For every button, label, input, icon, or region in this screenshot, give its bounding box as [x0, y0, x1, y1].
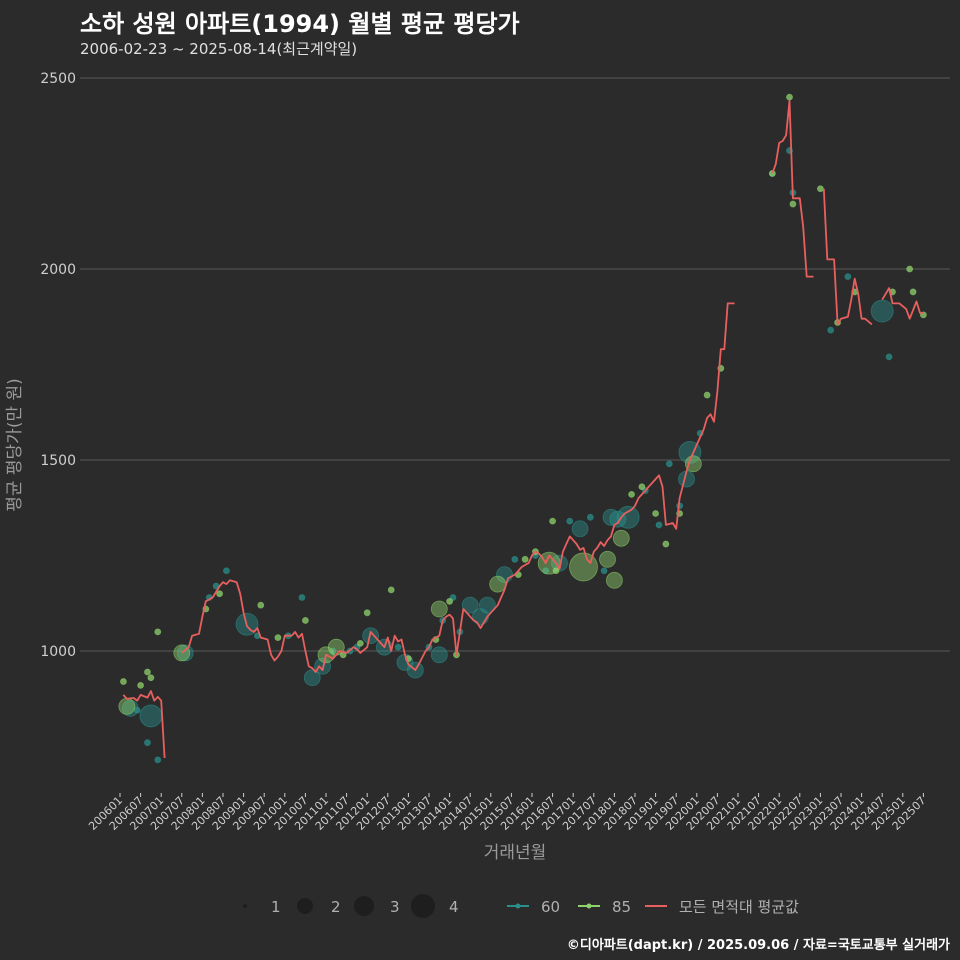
- scatter-point-60: [144, 739, 151, 747]
- scatter-point-60: [870, 299, 894, 323]
- legend-size-marker: [243, 904, 247, 908]
- scatter-point-60: [665, 460, 673, 468]
- scatter-point-60: [478, 596, 496, 614]
- chart-subtitle: 2006-02-23 ~ 2025-08-14(최근계약일): [80, 40, 358, 58]
- scatter-point-85: [356, 639, 364, 647]
- scatter-point-85: [605, 571, 623, 589]
- scatter-point-60: [461, 596, 479, 614]
- scatter-point-60: [551, 554, 568, 572]
- average-line-segment: [771, 100, 814, 278]
- scatter-point-60: [303, 669, 321, 687]
- legend-size-marker: [354, 896, 374, 916]
- legend-size-marker: [411, 894, 435, 918]
- legend-series-label: 60: [541, 898, 560, 916]
- scatter-point-85: [569, 552, 598, 582]
- scatter-point-60: [154, 756, 162, 764]
- scatter-point-60: [827, 326, 835, 334]
- average-line-segment: [181, 302, 735, 673]
- scatter-point-60: [139, 704, 163, 728]
- x-axis-label: 거래년월: [484, 843, 547, 863]
- scatter-point-85: [387, 586, 395, 594]
- scatter-point-85: [628, 490, 635, 498]
- scatter-point-60: [844, 273, 852, 281]
- legend-series-label: 85: [612, 898, 631, 916]
- scatter-point-85: [147, 674, 155, 682]
- scatter-point-60: [394, 643, 402, 651]
- legend-point-key: [515, 903, 521, 909]
- scatter-point-85: [489, 575, 507, 593]
- average-line-segment: [881, 287, 924, 320]
- scatter-point-60: [223, 567, 230, 575]
- scatter-point-85: [144, 668, 151, 676]
- scatter-point-60: [298, 594, 306, 601]
- scatter-point-85: [652, 510, 659, 517]
- scatter-point-85: [301, 617, 309, 624]
- legend-size-label: 3: [390, 898, 400, 916]
- scatter-point-85: [363, 609, 371, 617]
- scatter-point-85: [789, 200, 797, 208]
- data-points: [118, 93, 927, 764]
- legend-point-key: [586, 903, 592, 909]
- scatter-point-85: [638, 483, 646, 491]
- chart-title: 소하 성원 아파트(1994) 월별 평균 평당가: [80, 10, 520, 38]
- y-axis-label: 평균 평당가(만 원): [5, 378, 25, 512]
- scatter-point-85: [703, 391, 711, 399]
- scatter-point-85: [137, 681, 144, 689]
- scatter-point-60: [566, 517, 574, 525]
- scatter-point-85: [906, 265, 914, 273]
- y-tick-label: 1000: [40, 644, 76, 660]
- scatter-point-85: [257, 601, 265, 609]
- legend-size-label: 4: [449, 898, 459, 916]
- y-tick-label: 1500: [40, 453, 76, 469]
- scatter-point-60: [571, 520, 589, 538]
- legend-size-label: 2: [331, 898, 341, 916]
- scatter-point-85: [154, 628, 162, 636]
- scatter-point-60: [600, 567, 608, 575]
- scatter-point-60: [655, 521, 663, 529]
- x-axis-ticks: 2006012006072007012007072008012008072009…: [86, 793, 929, 833]
- source-caption: ©디아파트(dapt.kr) / 2025.09.06 / 자료=국토교통부 실…: [566, 938, 950, 953]
- legend-series-label: 모든 면적대 평균값: [679, 898, 799, 916]
- scatter-point-85: [430, 600, 448, 618]
- scatter-point-85: [274, 634, 282, 642]
- scatter-point-85: [446, 597, 453, 605]
- scatter-point-85: [521, 555, 529, 563]
- scatter-point-60: [511, 555, 519, 563]
- scatter-point-85: [216, 590, 223, 598]
- average-line-segment: [822, 188, 873, 326]
- scatter-point-85: [599, 550, 616, 568]
- scatter-point-85: [118, 697, 136, 715]
- scatter-point-85: [549, 517, 556, 525]
- scatter-point-60: [176, 644, 194, 662]
- y-tick-label: 2000: [40, 262, 76, 278]
- gridlines: [80, 77, 950, 652]
- scatter-point-85: [909, 288, 917, 296]
- legend-size-marker: [297, 898, 313, 914]
- scatter-point-60: [885, 353, 893, 361]
- scatter-point-60: [609, 510, 627, 528]
- scatter-point-85: [786, 93, 793, 101]
- scatter-point-85: [662, 540, 670, 548]
- average-line: [122, 100, 924, 759]
- legend-size-label: 1: [271, 898, 281, 916]
- scatter-point-60: [586, 513, 594, 521]
- legend: 1 2 3 4 60 85 모든 면적대 평균값: [243, 894, 799, 918]
- y-tick-label: 2500: [40, 71, 76, 87]
- scatter-point-60: [616, 505, 640, 529]
- scatter-point-85: [612, 529, 630, 547]
- scatter-point-60: [602, 508, 620, 526]
- y-axis-ticks: 1000 1500 2000 2500: [40, 71, 76, 660]
- scatter-point-85: [552, 567, 560, 575]
- scatter-point-85: [120, 678, 127, 685]
- scatter-point-60: [430, 646, 448, 664]
- average-line-segment: [122, 690, 166, 759]
- scatter-point-85: [816, 185, 824, 193]
